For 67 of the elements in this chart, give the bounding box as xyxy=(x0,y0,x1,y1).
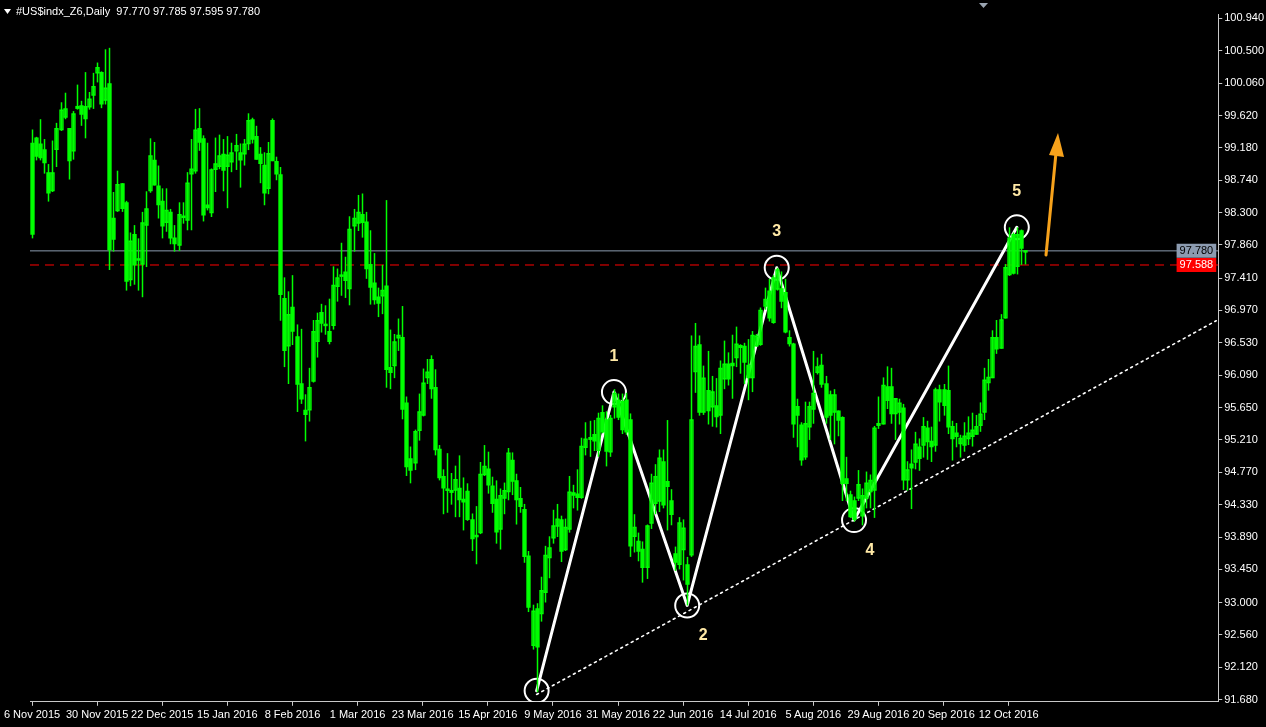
ref-line-label: 97.588 xyxy=(1179,258,1214,271)
y-tick-label: 97.860 xyxy=(1224,238,1258,251)
y-tick-label: 96.970 xyxy=(1224,303,1258,316)
x-tick-label: 20 Sep 2016 xyxy=(912,708,975,721)
y-tick-label: 99.620 xyxy=(1224,108,1258,121)
candlestick xyxy=(71,110,76,161)
candlestick xyxy=(832,388,837,446)
point xyxy=(674,592,701,619)
y-tick-label: 98.300 xyxy=(1224,205,1258,218)
point xyxy=(841,507,868,534)
y-tick-label: 100.500 xyxy=(1224,43,1264,56)
candlestick xyxy=(657,448,662,513)
candlestick xyxy=(225,135,230,209)
x-tick-label: 5 Aug 2016 xyxy=(785,708,842,721)
y-tick-label: 96.090 xyxy=(1224,368,1258,381)
annotation: 1 xyxy=(609,346,619,364)
x-tick-label: 22 Dec 2015 xyxy=(131,708,194,721)
y-tick-label: 97.410 xyxy=(1224,271,1258,284)
candlestick xyxy=(347,215,352,307)
y-tick-label: 93.450 xyxy=(1224,562,1258,575)
candlestick xyxy=(1015,226,1020,276)
y-tick-label: 94.770 xyxy=(1224,465,1258,478)
point xyxy=(1003,214,1030,241)
x-tick-label: 23 Mar 2016 xyxy=(391,708,454,721)
annotation: 3 xyxy=(772,222,782,240)
x-tick-label: 22 Jun 2016 xyxy=(652,708,714,721)
x-tick-label: 15 Jan 2016 xyxy=(197,708,258,721)
annotation: 5 xyxy=(1012,181,1022,199)
x-tick-label: 9 May 2016 xyxy=(524,708,582,721)
y-tick-label: 95.650 xyxy=(1224,400,1258,413)
candlestick xyxy=(758,306,763,347)
y-tick-label: 96.530 xyxy=(1224,335,1258,348)
candlestick xyxy=(710,375,715,428)
x-tick-label: 30 Nov 2015 xyxy=(65,708,129,721)
candlestick xyxy=(681,518,686,582)
x-tick-label: 29 Aug 2016 xyxy=(847,708,910,721)
y-tick-label: 92.560 xyxy=(1224,627,1258,640)
point xyxy=(600,379,627,406)
point xyxy=(763,254,790,281)
candlestick xyxy=(689,334,694,558)
x-tick-label: 12 Oct 2016 xyxy=(978,708,1039,721)
y-tick-label: 91.680 xyxy=(1224,692,1258,705)
candlestick xyxy=(75,83,80,111)
y-tick-label: 98.740 xyxy=(1224,173,1258,186)
chart-title: #US$indx_Z6,Daily 97.770 97.785 97.595 97.780 xyxy=(16,5,261,17)
ref-line-label: 97.780 xyxy=(1179,243,1214,256)
x-tick-label: 6 Nov 2015 xyxy=(3,708,61,721)
y-tick-label: 99.180 xyxy=(1224,140,1258,153)
candlestick xyxy=(596,411,601,458)
x-tick-label: 1 Mar 2016 xyxy=(329,708,386,721)
point xyxy=(523,677,550,702)
candlestick xyxy=(148,137,153,194)
annotation: 4 xyxy=(865,540,875,558)
y-tick-label: 100.940 xyxy=(1224,11,1264,24)
x-tick-label: 14 Jul 2016 xyxy=(719,708,777,721)
y-tick-label: 94.330 xyxy=(1224,497,1258,510)
candlestick xyxy=(531,603,536,651)
y-tick-label: 100.060 xyxy=(1224,76,1264,89)
candlestick xyxy=(970,411,975,448)
y-tick-label: 92.120 xyxy=(1224,660,1258,673)
x-tick-label: 8 Feb 2016 xyxy=(264,708,321,721)
y-tick-label: 93.890 xyxy=(1224,530,1258,543)
y-tick-label: 93.000 xyxy=(1224,595,1258,608)
x-tick-label: 15 Apr 2016 xyxy=(458,708,518,721)
y-tick-label: 95.210 xyxy=(1224,432,1258,445)
x-tick-label: 31 May 2016 xyxy=(586,708,650,721)
annotation: 2 xyxy=(698,625,708,643)
